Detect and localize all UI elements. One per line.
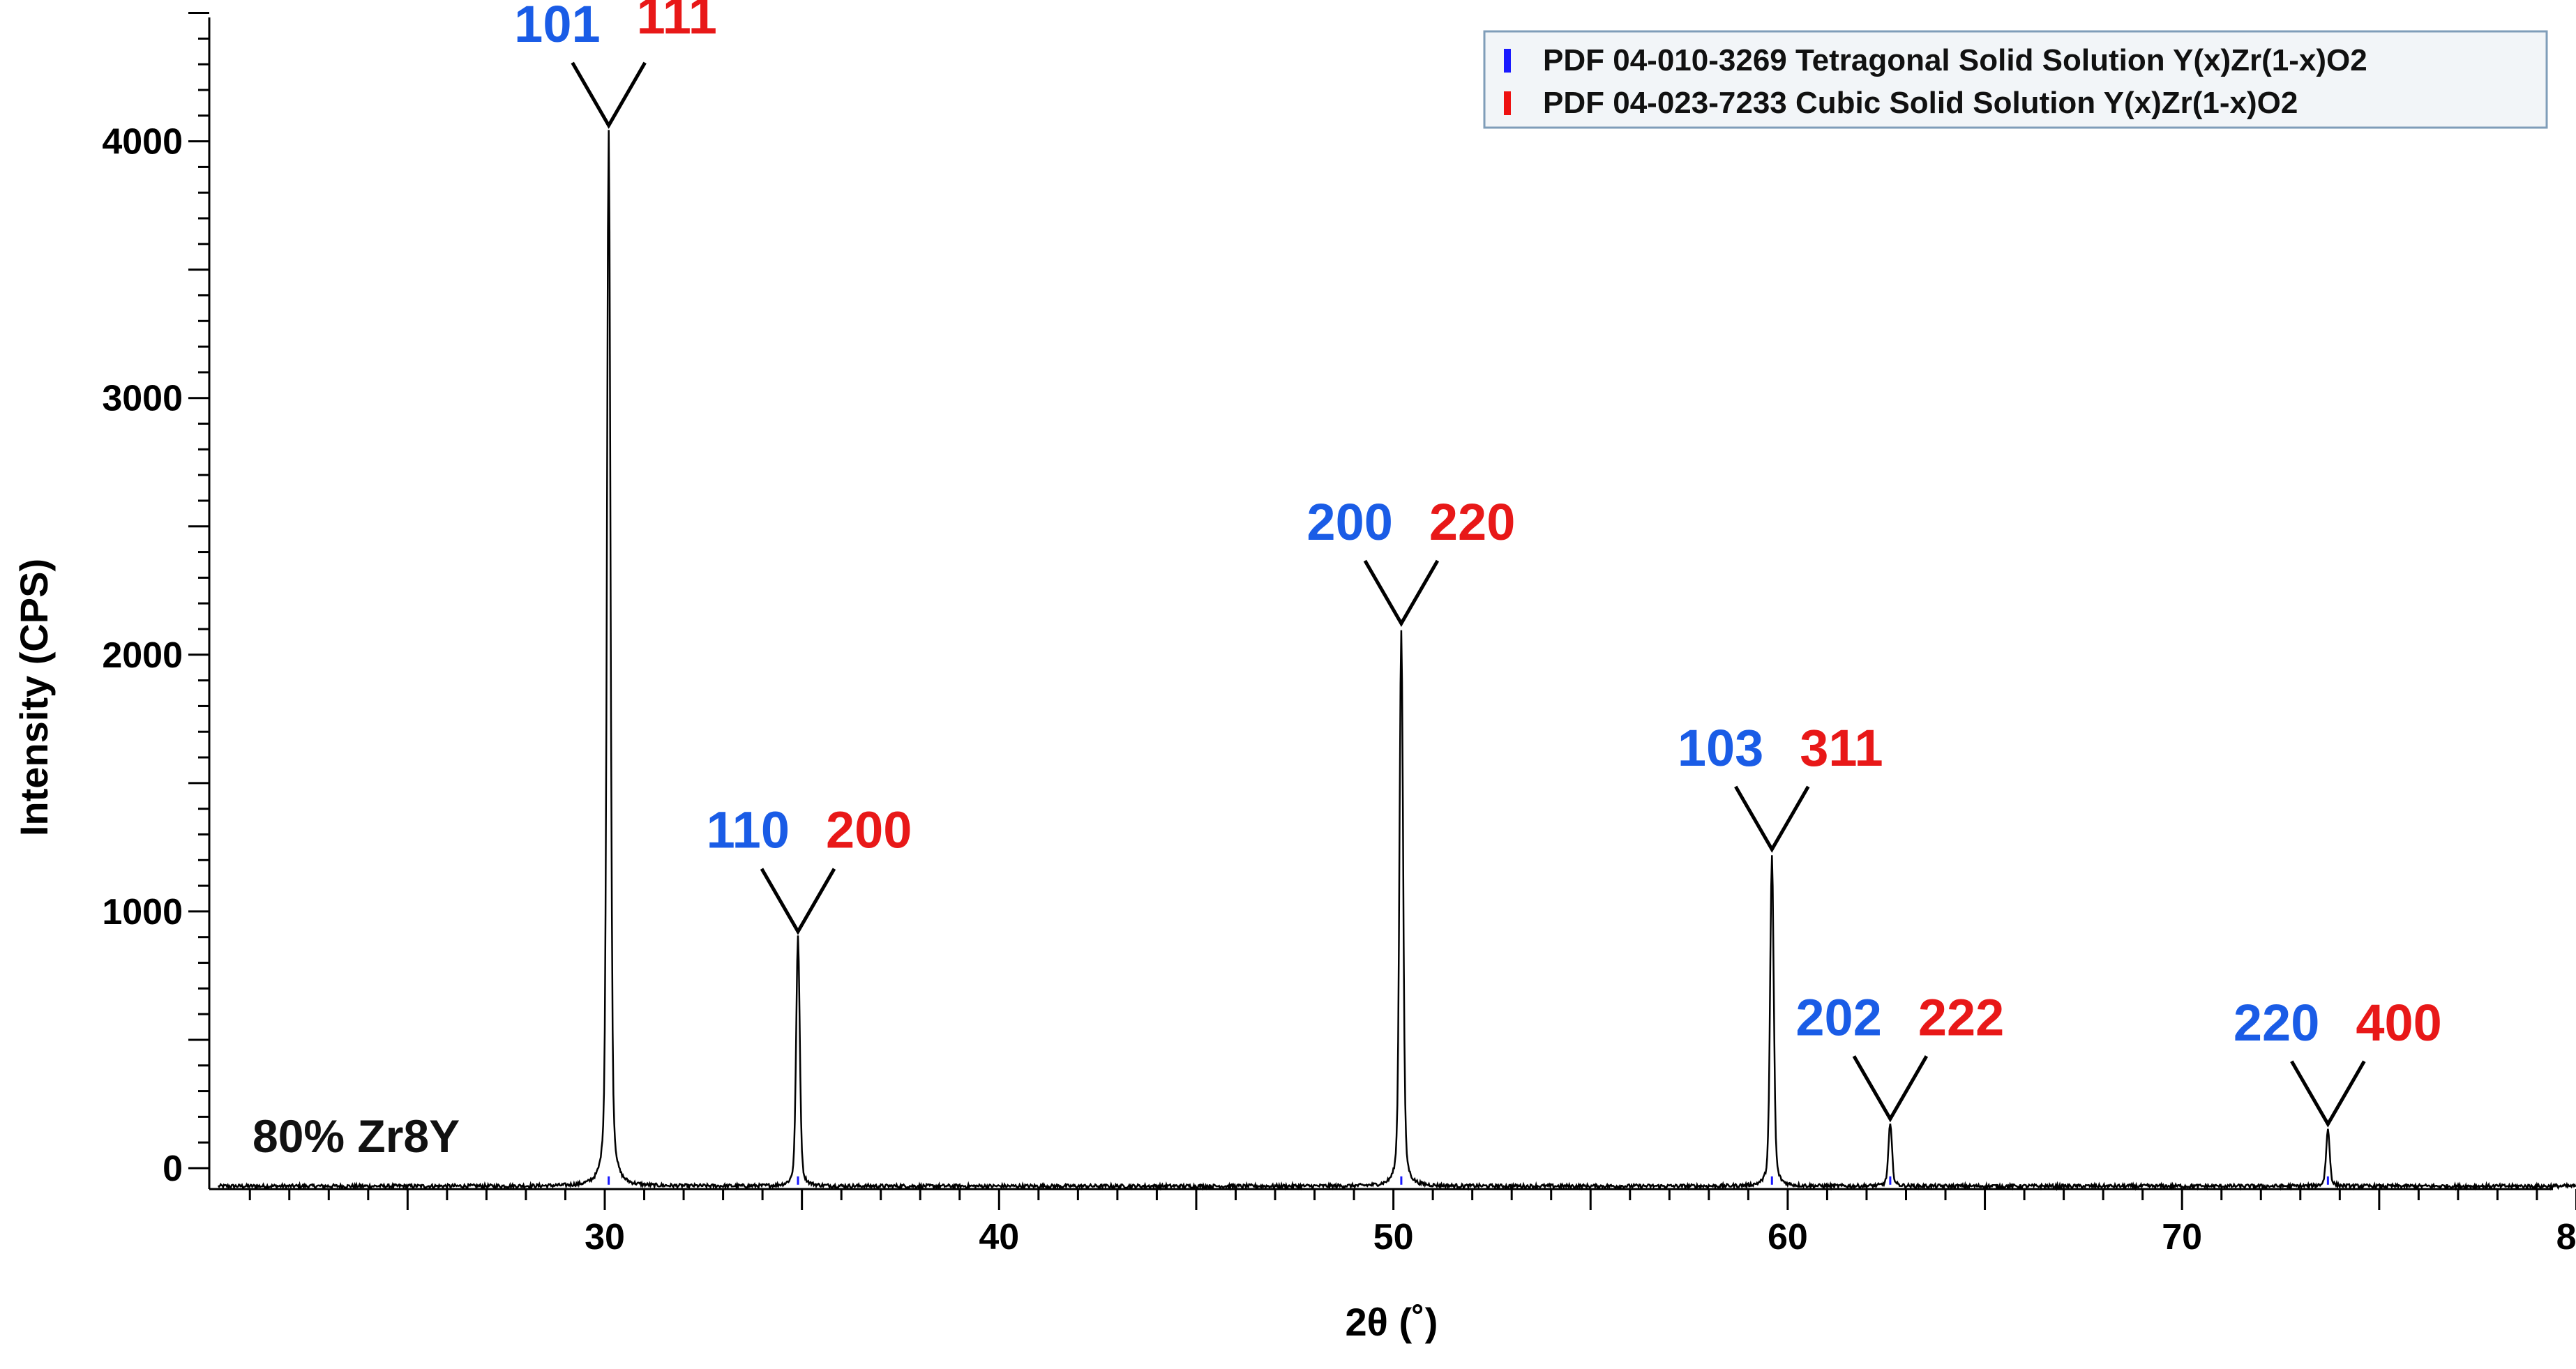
peak-annotations: 101 111 110 200 200 220 103 311 202 222 220 400 bbox=[514, 0, 2442, 1128]
y-tick-label: 2000 bbox=[102, 635, 183, 676]
tetragonal-hkl-label: 200 bbox=[1306, 493, 1392, 551]
xrd-trace bbox=[217, 130, 2576, 1192]
tetragonal-hkl-label: 202 bbox=[1795, 988, 1881, 1046]
x-tick-label: 80 bbox=[2556, 1217, 2576, 1257]
x-tick-label: 70 bbox=[2162, 1217, 2202, 1257]
legend-swatch-cubic bbox=[1504, 91, 1511, 115]
cubic-hkl-label: 200 bbox=[826, 801, 912, 859]
x-tick-label: 40 bbox=[979, 1217, 1019, 1257]
peak-marker bbox=[1734, 785, 1810, 853]
x-tick-label: 30 bbox=[585, 1217, 625, 1257]
x-tick-label: 50 bbox=[1373, 1217, 1414, 1257]
diffraction-pattern bbox=[217, 130, 2576, 1192]
legend-swatch-tetragonal bbox=[1504, 49, 1511, 73]
legend: PDF 04-010-3269 Tetragonal Solid Solutio… bbox=[1483, 30, 2548, 129]
y-tick-label: 0 bbox=[163, 1149, 183, 1189]
peak-marker bbox=[1852, 1055, 1929, 1123]
tetragonal-hkl-label: 110 bbox=[707, 801, 790, 859]
sample-label: 80% Zr8Y bbox=[253, 1110, 460, 1162]
peak-marker bbox=[2290, 1060, 2366, 1128]
y-tick-label: 1000 bbox=[102, 892, 183, 932]
legend-label-tetragonal: PDF 04-010-3269 Tetragonal Solid Solutio… bbox=[1543, 43, 2367, 77]
cubic-hkl-label: 220 bbox=[1429, 493, 1515, 551]
legend-label-cubic: PDF 04-023-7233 Cubic Solid Solution Y(x… bbox=[1543, 86, 2298, 120]
y-axis-title: Intensity (CPS) bbox=[12, 559, 56, 836]
tetragonal-hkl-label: 103 bbox=[1678, 719, 1763, 777]
y-tick-label: 4000 bbox=[102, 122, 183, 162]
axes bbox=[208, 17, 2553, 1190]
cubic-hkl-label: 400 bbox=[2356, 994, 2441, 1052]
tetragonal-hkl-label: 220 bbox=[2234, 994, 2319, 1052]
tetragonal-hkl-label: 101 bbox=[514, 0, 600, 53]
cubic-hkl-label: 311 bbox=[1800, 719, 1883, 777]
peak-marker bbox=[760, 868, 836, 935]
x-tick-label: 60 bbox=[1768, 1217, 1808, 1257]
axis-ticks: 30 40 50 60 70 80 0 1000 2000 3000 4000 bbox=[102, 12, 2576, 1257]
peak-marker bbox=[571, 61, 647, 129]
x-axis-title: 2θ (˚) bbox=[1346, 1300, 1438, 1344]
cubic-hkl-label: 111 bbox=[637, 0, 717, 45]
peak-marker bbox=[1363, 559, 1440, 627]
legend-box bbox=[1483, 30, 2548, 129]
cubic-hkl-label: 222 bbox=[1918, 988, 2004, 1046]
y-tick-label: 3000 bbox=[102, 379, 183, 419]
